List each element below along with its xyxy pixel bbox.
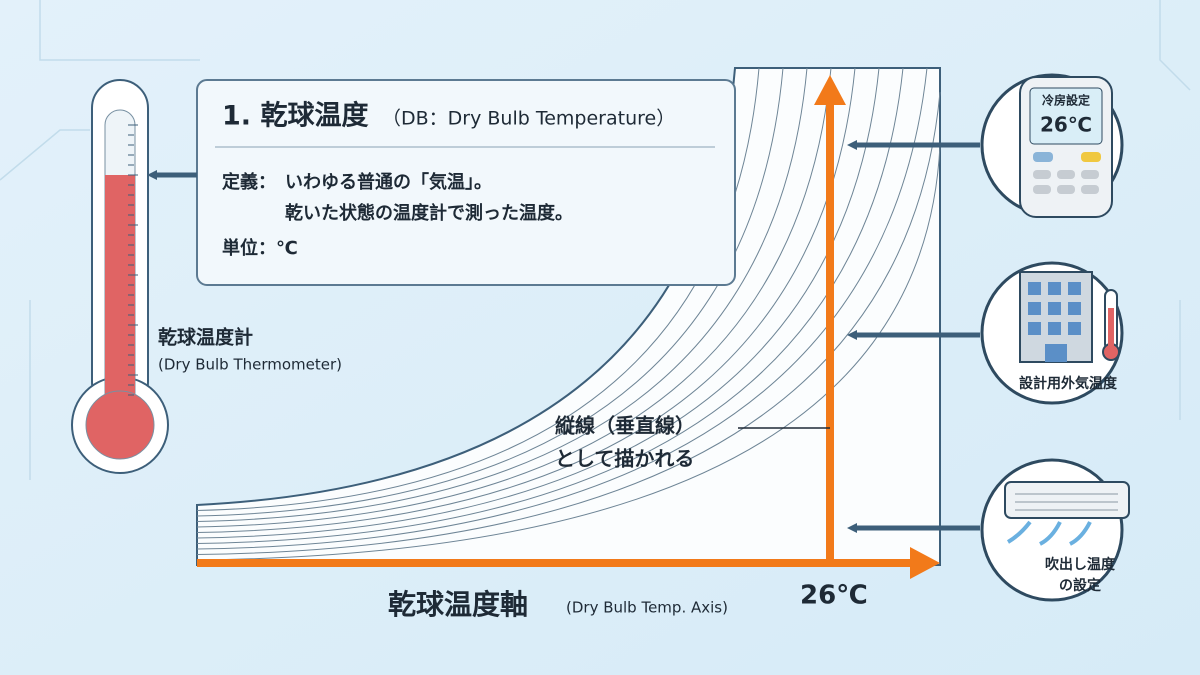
door xyxy=(1045,344,1067,362)
psychro-curve xyxy=(196,92,941,555)
thermometer-ticks xyxy=(128,124,138,396)
psychro-curve xyxy=(196,67,808,522)
example-label: の設定 xyxy=(1059,577,1101,594)
unit: 単位：℃ xyxy=(222,237,298,259)
window xyxy=(1068,322,1081,335)
heading-title: 1. 乾球温度 xyxy=(222,100,368,132)
window xyxy=(1048,302,1061,315)
window xyxy=(1028,302,1041,315)
thermometer-sublabel: (Dry Bulb Thermometer) xyxy=(158,356,342,374)
info-box xyxy=(196,79,736,286)
circuit-lines xyxy=(0,0,1191,480)
heading-subtitle: （DB：Dry Bulb Temperature） xyxy=(382,108,675,130)
thermometer-label: 乾球温度計 xyxy=(158,326,253,349)
thermometer-bulb xyxy=(85,390,155,460)
remote-temp: 26℃ xyxy=(1040,113,1092,137)
definition-label: 定義： xyxy=(222,171,276,193)
remote-button xyxy=(1081,152,1101,162)
definition-line: 乾いた状態の温度計で測った温度。 xyxy=(285,202,573,224)
axis-label: 乾球温度軸 xyxy=(388,588,528,621)
airflow xyxy=(1006,520,1092,546)
window xyxy=(1028,322,1041,335)
window xyxy=(1048,282,1061,295)
remote-buttons xyxy=(1033,170,1099,194)
psychro-curve xyxy=(196,67,832,528)
psychro-curve xyxy=(196,67,880,539)
window xyxy=(1028,282,1041,295)
window xyxy=(1048,322,1061,335)
window xyxy=(1068,302,1081,315)
example-label: 吹出し温度 xyxy=(1045,556,1116,573)
window xyxy=(1068,282,1081,295)
note-line: として描かれる xyxy=(555,447,694,471)
x-axis-arrowhead xyxy=(910,547,940,579)
psychro-curve xyxy=(196,67,928,550)
thermometer-fluid xyxy=(105,175,135,425)
remote-screen xyxy=(1029,87,1103,145)
psychro-curve xyxy=(196,144,941,561)
definition-line: いわゆる普通の「気温」。 xyxy=(285,171,492,193)
ac-vents xyxy=(1015,493,1118,511)
air-conditioner xyxy=(1004,481,1130,519)
psychro-curve xyxy=(196,67,784,517)
building-windows xyxy=(1028,282,1081,362)
remote-button xyxy=(1033,152,1053,162)
psychro-curve xyxy=(196,67,904,544)
small-thermometer-fluid xyxy=(1108,308,1114,348)
curve-group xyxy=(196,67,941,561)
axis-sublabel: (Dry Bulb Temp. Axis) xyxy=(566,599,728,617)
note-line: 縦線（垂直線） xyxy=(555,414,695,438)
vertical-arrowhead xyxy=(814,75,846,105)
psychro-curve xyxy=(196,67,760,511)
axis-marker: 26℃ xyxy=(800,581,868,611)
example-label: 設計用外気温度 xyxy=(1019,375,1118,392)
remote-label: 冷房設定 xyxy=(1042,93,1090,108)
